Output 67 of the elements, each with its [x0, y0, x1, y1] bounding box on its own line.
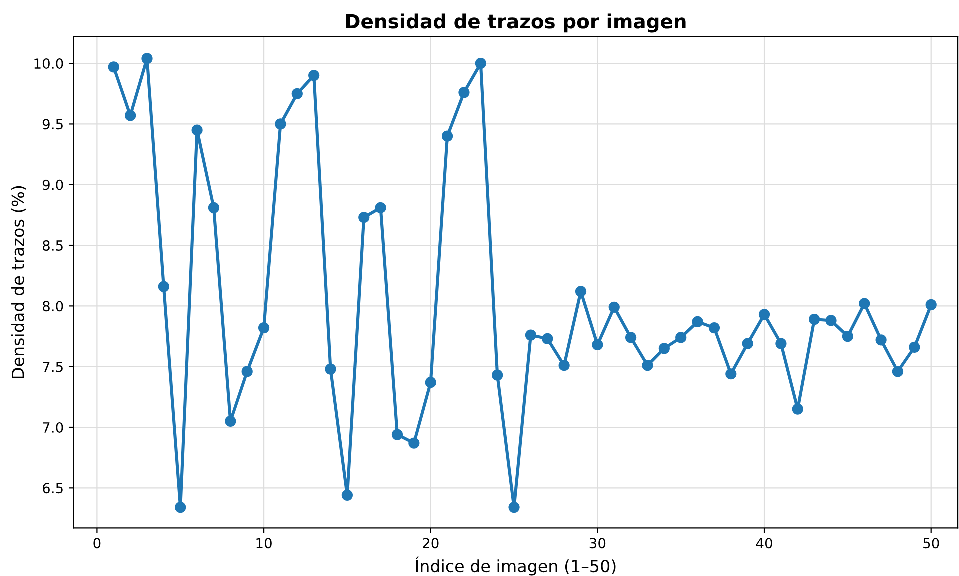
point	[542, 333, 554, 344]
x-tick-label: 50	[924, 538, 940, 549]
point	[692, 316, 704, 328]
point	[592, 339, 604, 351]
point	[909, 342, 920, 353]
point	[475, 58, 486, 70]
point	[758, 309, 770, 320]
point	[292, 88, 303, 100]
point	[442, 130, 454, 142]
point	[458, 87, 470, 98]
x-tick-label: 10	[256, 538, 272, 549]
point	[508, 502, 520, 514]
point	[826, 315, 837, 326]
point	[208, 202, 220, 214]
x-axis-title: Índice de imagen (1–50)	[416, 556, 616, 576]
point	[125, 110, 136, 122]
point	[809, 314, 820, 326]
point	[708, 322, 720, 334]
point	[558, 360, 570, 372]
y-tick-label: 10.0	[34, 58, 64, 70]
point	[742, 338, 754, 350]
point	[308, 70, 320, 82]
point	[375, 202, 386, 214]
x-tick-label: 0	[94, 538, 101, 549]
point	[676, 332, 687, 344]
y-tick-label: 9.0	[42, 180, 64, 190]
point	[892, 366, 904, 378]
point	[525, 330, 537, 341]
point	[275, 118, 286, 130]
point	[792, 404, 804, 415]
point	[242, 366, 253, 378]
chart-title: Densidad de trazos por imagen	[346, 14, 686, 33]
point	[225, 416, 236, 427]
y-axis-title: Densidad de trazos (%)	[12, 186, 26, 378]
y-tick-label: 7.5	[43, 362, 63, 372]
point	[642, 360, 654, 372]
point	[926, 299, 937, 311]
y-tick-label: 9.5	[42, 119, 63, 130]
point	[575, 286, 587, 298]
point	[726, 368, 737, 380]
point	[192, 124, 203, 136]
point	[408, 438, 420, 449]
point	[876, 334, 887, 346]
point	[626, 332, 637, 344]
point	[658, 343, 670, 354]
point	[425, 377, 436, 388]
x-tick-label: 30	[590, 538, 606, 549]
point	[776, 338, 787, 350]
point	[325, 364, 336, 375]
point	[842, 330, 854, 342]
point	[358, 212, 370, 224]
point	[492, 370, 504, 381]
point	[258, 322, 270, 334]
y-tick-label: 8.0	[42, 301, 64, 312]
point	[108, 62, 120, 73]
point	[175, 502, 186, 514]
x-tick-label: 40	[756, 538, 772, 549]
y-tick-label: 7.0	[43, 422, 64, 433]
y-tick-label: 6.5	[43, 483, 63, 494]
point	[392, 429, 404, 440]
point	[142, 53, 153, 64]
point	[342, 490, 353, 501]
point	[158, 281, 170, 292]
y-tick-label: 8.5	[42, 240, 63, 251]
x-tick-label: 20	[423, 538, 439, 549]
point	[608, 302, 620, 313]
point	[859, 298, 870, 310]
